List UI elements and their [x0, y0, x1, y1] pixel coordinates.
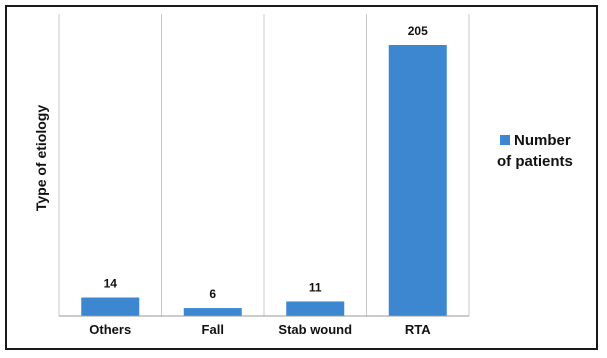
bars — [81, 45, 447, 316]
data-labels: 14 6 11 205 — [104, 24, 429, 301]
bar-others — [81, 297, 140, 316]
data-label-stab-wound: 11 — [309, 280, 322, 294]
x-axis-ticks: Others Fall Stab wound RTA — [89, 322, 431, 337]
data-label-fall: 6 — [209, 287, 216, 301]
legend-label-line-1: Number — [514, 132, 571, 149]
x-tick-rta: RTA — [405, 322, 431, 337]
bar-stab-wound — [286, 301, 345, 316]
x-tick-stab-wound: Stab wound — [278, 322, 352, 337]
legend-label-line-2: of patients — [497, 153, 573, 170]
bar-rta — [388, 45, 447, 316]
x-tick-others: Others — [89, 322, 131, 337]
x-tick-fall: Fall — [202, 322, 224, 337]
y-axis-title: Type of etiology — [33, 105, 49, 212]
legend: Number of patients — [497, 132, 573, 170]
data-label-others: 14 — [104, 276, 118, 290]
chart-frame — [5, 5, 598, 350]
data-label-rta: 205 — [408, 24, 428, 38]
bar-fall — [183, 308, 242, 316]
category-separators — [58, 14, 470, 316]
legend-swatch — [500, 135, 510, 145]
